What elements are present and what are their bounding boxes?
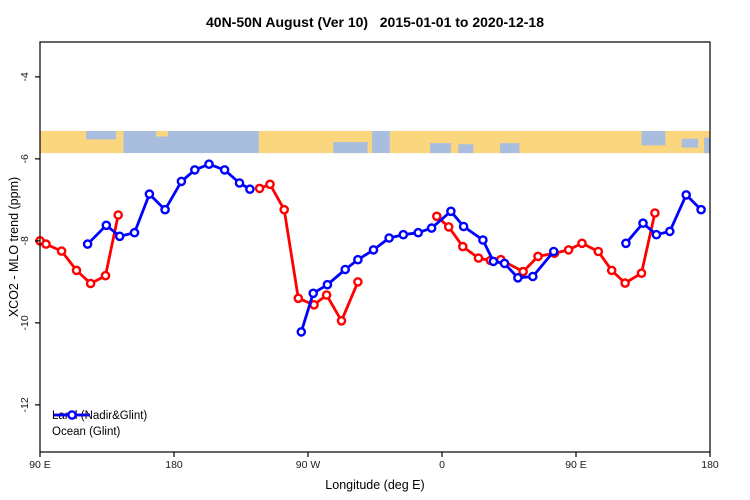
y-tick-label: -8 (19, 236, 31, 245)
ocean-series-point-marker (245, 184, 255, 194)
y-tick-label: -12 (19, 397, 31, 412)
land-series-point-marker (321, 290, 332, 300)
land-series-point-marker (457, 241, 468, 252)
land-series-point-marker (620, 278, 630, 288)
land-series-point-marker (279, 204, 290, 215)
ocean-series-point-marker (446, 206, 456, 217)
map-band-patch (430, 143, 451, 154)
ocean-series-point-marker (513, 272, 523, 283)
land-series-point-marker (636, 268, 647, 279)
ocean-series-point-marker (296, 327, 307, 337)
plot-border (39, 41, 711, 453)
map-band-segment (372, 130, 390, 154)
land-series-point-marker (606, 265, 617, 276)
land-series-point-marker (41, 239, 51, 249)
ocean-series-point-marker (696, 204, 706, 215)
ocean-series-line (624, 193, 703, 245)
x-tick-label: 180 (165, 459, 183, 471)
land-series-point-marker (113, 210, 123, 220)
ocean-series-point-marker (160, 204, 170, 215)
y-tick-label: -10 (19, 315, 31, 330)
map-band-patch (86, 130, 116, 140)
ocean-series-point-marker (353, 254, 363, 265)
land-series-line (258, 182, 360, 323)
land-series-point-marker (577, 238, 587, 249)
ocean-series-point-marker (219, 165, 230, 175)
y-tick-label: -6 (19, 154, 31, 163)
chart-legend: Land (Nadir&Glint) Ocean (Glint) (52, 409, 147, 440)
land-series-point-marker (473, 253, 484, 263)
land-series-point-marker (85, 278, 96, 289)
ocean-series-point-marker (638, 218, 648, 228)
ocean-series-point-marker (384, 233, 394, 243)
ocean-series-point-marker (426, 223, 437, 233)
ocean-series-point-marker (114, 231, 125, 242)
ocean-series-point-marker (488, 256, 499, 267)
ocean-series-point-marker (528, 271, 538, 282)
ocean-series-point-marker (499, 258, 510, 269)
land-series-point-marker (265, 179, 275, 190)
x-axis-label: Longitude (deg E) (325, 478, 425, 492)
x-tick-label: 90 E (29, 459, 51, 471)
map-band-patch (681, 138, 699, 148)
x-tick-label: 90 W (296, 459, 321, 471)
land-series-point-marker (431, 211, 442, 222)
ocean-series-point-marker (101, 220, 112, 231)
legend-label-ocean: Ocean (Glint) (52, 426, 121, 438)
ocean-series-point-marker (322, 279, 333, 290)
map-band-patch (641, 130, 666, 146)
land-series-point-marker (443, 222, 454, 232)
ocean-series-point-marker (144, 189, 155, 199)
ocean-series-legend-marker (54, 410, 90, 420)
ocean-series-point-marker (82, 239, 93, 249)
land-series-point-marker (518, 266, 528, 277)
land-series-point-marker (563, 245, 574, 255)
map-band-patch (333, 142, 368, 154)
ocean-series-point-marker (368, 245, 379, 255)
ocean-series-point-marker (651, 229, 662, 240)
map-band-patch (704, 137, 710, 154)
ocean-series-point-marker (176, 176, 187, 187)
land-series-point-marker (100, 270, 111, 281)
ocean-series-point-marker (234, 178, 245, 188)
land-series-point-marker (71, 265, 82, 276)
x-tick-label: 90 E (565, 459, 587, 471)
ocean-series-point-marker (308, 288, 319, 299)
chart-title: 40N-50N August (Ver 10) 2015-01-01 to 20… (206, 14, 544, 30)
ocean-series-point-marker (413, 227, 424, 238)
ocean-series-point-marker (681, 190, 692, 200)
ocean-series-point-marker (204, 159, 214, 169)
ocean-series-point-marker (129, 227, 140, 238)
land-series-point-marker (533, 251, 543, 262)
land-series-point-marker (56, 246, 67, 256)
legend-item-ocean: Ocean (Glint) (52, 410, 147, 440)
land-series-point-marker (336, 315, 347, 326)
ocean-series-point-marker (665, 226, 675, 237)
x-tick-label: 0 (439, 459, 445, 471)
y-tick-label: -4 (19, 72, 31, 81)
ocean-series-point-marker (478, 235, 488, 245)
land-series-line (435, 211, 657, 285)
ocean-series-point-marker (548, 246, 559, 257)
ocean-series-point-marker (340, 264, 351, 275)
ocean-series-point-marker (398, 229, 409, 240)
land-series-point-marker (353, 277, 363, 287)
x-tick-label: 180 (701, 459, 719, 471)
map-band-patch (156, 130, 169, 137)
map-band-segment (123, 130, 259, 154)
map-band-patch (458, 144, 474, 154)
land-series-point-marker (254, 183, 265, 194)
ocean-series-point-marker (189, 165, 200, 175)
ocean-series-point-marker (458, 221, 469, 232)
ocean-series-line (86, 162, 252, 246)
ocean-series-point-marker (621, 238, 631, 249)
map-band-patch (500, 143, 520, 154)
land-series-point-marker (293, 293, 304, 304)
y-axis-label: XCO2 - MLO trend (ppm) (7, 176, 21, 318)
land-series-point-marker (650, 208, 660, 218)
land-series-point-marker (593, 246, 604, 257)
